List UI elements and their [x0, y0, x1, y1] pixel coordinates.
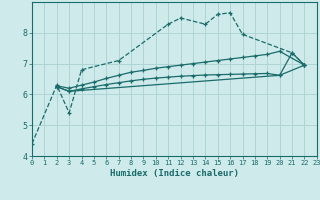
X-axis label: Humidex (Indice chaleur): Humidex (Indice chaleur): [110, 169, 239, 178]
